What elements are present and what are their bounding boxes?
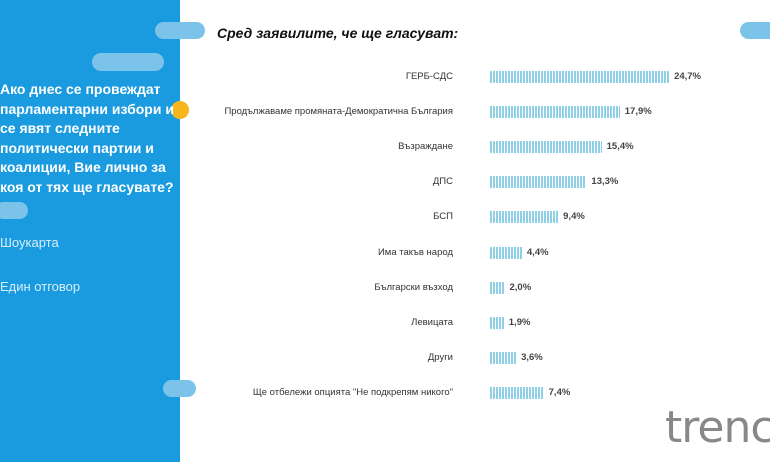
- logo: trenc: [665, 402, 770, 453]
- category-label: ГЕРБ-СДС: [405, 71, 453, 82]
- bar: [490, 246, 522, 259]
- value-label: 4,4%: [526, 246, 549, 258]
- decor-dot: [171, 101, 189, 119]
- value-label: 13,3%: [591, 176, 619, 188]
- bar: [490, 351, 517, 364]
- answer-type-text: Един отговор: [0, 279, 81, 294]
- question-text: Ако днес се провеждат парламентарни избо…: [0, 81, 174, 195]
- category-label: Други: [427, 351, 453, 363]
- sidebar-panel: [0, 0, 180, 462]
- decor-pill: [0, 202, 28, 219]
- chart-title: Сред заявилите, че ще гласуват:: [217, 25, 459, 41]
- category-label: Има такъв народ: [377, 246, 453, 258]
- bar: [490, 281, 505, 294]
- decor-pill: [92, 53, 164, 71]
- category-label: Продължаваме промяната-Демократична Бълг…: [224, 106, 453, 118]
- category-label: Ще отбележи опцията "Не подкрепям никого…: [252, 386, 453, 398]
- bar: [490, 141, 602, 154]
- value-label: 17,9%: [624, 106, 652, 118]
- value-label: 9,4%: [563, 211, 585, 223]
- category-label: Възраждане: [398, 141, 453, 153]
- bar: [490, 211, 559, 224]
- bar: [490, 176, 587, 189]
- value-label: 1,9%: [508, 316, 531, 328]
- bar: [490, 106, 620, 119]
- decor-pill: [155, 22, 205, 39]
- bar: [490, 386, 544, 399]
- decor-pill: [163, 380, 196, 397]
- category-label: ДПС: [432, 176, 453, 188]
- category-label: Левицата: [411, 316, 453, 328]
- category-label: Български възход: [374, 281, 453, 293]
- value-label: 24,7%: [674, 71, 701, 82]
- value-label: 7,4%: [548, 386, 571, 398]
- value-label: 2,0%: [509, 281, 532, 293]
- method-text: Шоукарта: [0, 235, 59, 250]
- value-label: 15,4%: [606, 141, 634, 153]
- category-label: БСП: [433, 211, 453, 223]
- bar: [490, 71, 670, 83]
- bar: [490, 316, 504, 329]
- value-label: 3,6%: [521, 351, 543, 363]
- decor-pill: [740, 22, 770, 39]
